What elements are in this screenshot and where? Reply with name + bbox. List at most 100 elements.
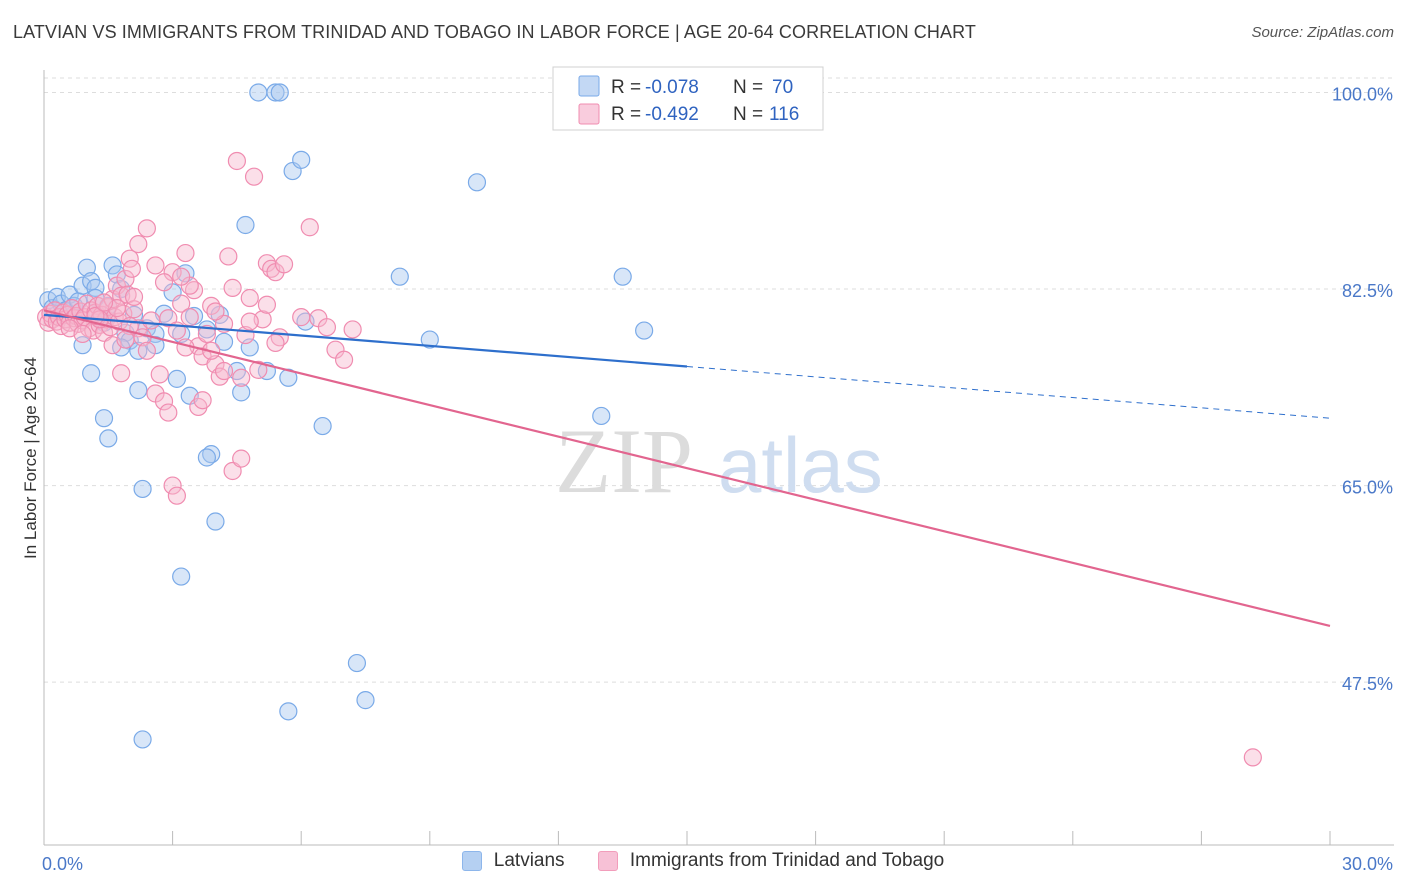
y-tick-label-1: 82.5% — [1342, 281, 1393, 301]
latvians-point-67 — [279, 702, 298, 721]
legend-n-label-latvians: N = — [733, 77, 763, 98]
trinidad-point-113 — [73, 324, 92, 344]
trinidad-point-99 — [146, 256, 165, 275]
trinidad-point-80 — [317, 318, 337, 337]
trinidad-point-104 — [240, 312, 259, 331]
latvians-point-56 — [313, 416, 332, 436]
legend-n-label-trinidad: N = — [733, 104, 763, 125]
trinidad-point-64 — [223, 278, 242, 297]
latvians-point-36 — [133, 479, 152, 499]
trinidad-point-102 — [223, 461, 242, 481]
trinidad-point-106 — [266, 333, 285, 353]
trinidad-point-69 — [244, 167, 264, 186]
axes — [43, 70, 1394, 846]
trinidad-point-40 — [122, 259, 141, 278]
legend-bottom-swatch-trinidad — [597, 851, 618, 871]
legend-r-label-trinidad: R = — [611, 104, 641, 125]
trinidad-point-65 — [227, 151, 246, 171]
latvians-point-51 — [270, 83, 289, 102]
trinidad-point-92 — [167, 486, 186, 505]
latvians-point-60 — [420, 330, 439, 349]
trinidad-point-82 — [334, 350, 354, 369]
legend-r-label-latvians: R = — [611, 77, 641, 98]
trend-lines — [43, 309, 1331, 628]
latvians-point-46 — [236, 215, 255, 235]
latvians-point-48 — [249, 83, 268, 102]
latvians-point-66 — [172, 567, 191, 586]
latvians-point-62 — [592, 406, 611, 426]
x-tick-label-right: 30.0% — [1342, 854, 1393, 874]
trinidad-point-105 — [257, 295, 277, 314]
series-legend: Latvians Immigrants from Trinidad and To… — [0, 850, 1406, 877]
chart-title: LATVIAN VS IMMIGRANTS FROM TRINIDAD AND … — [13, 22, 976, 42]
latvians-trend-line — [43, 313, 688, 368]
stats-legend: R = -0.078 N = 70 R = -0.492 N = 116 — [552, 66, 824, 131]
latvians-trend-extension — [686, 366, 1331, 419]
trinidad-point-115 — [94, 293, 114, 312]
latvians-point-59 — [390, 267, 409, 286]
x-axis-ticks — [43, 831, 1331, 845]
legend-swatch-trinidad — [578, 103, 600, 125]
latvians-point-15 — [103, 256, 122, 275]
latvians-point-43 — [214, 332, 234, 351]
legend-r-value-latvians: -0.078 — [645, 77, 699, 98]
trinidad-point-86 — [137, 219, 156, 238]
latvians-point-26 — [167, 369, 186, 388]
legend-bottom-swatch-latvians — [461, 851, 482, 871]
trinidad-point-48 — [154, 392, 174, 411]
x-tick-label-left: 0.0% — [42, 854, 83, 874]
latvians-point-64 — [635, 321, 654, 340]
trinidad-point-78 — [300, 218, 319, 237]
legend-n-value-latvians: 70 — [772, 77, 793, 98]
trinidad-point-111 — [1243, 748, 1262, 767]
trinidad-point-63 — [219, 247, 238, 266]
trinidad-point-68 — [240, 288, 259, 308]
watermark-atlas: atlas — [718, 421, 883, 509]
trinidad-point-90 — [159, 403, 178, 422]
latvians-point-11 — [86, 278, 105, 297]
trinidad-point-58 — [197, 324, 216, 344]
trinidad-point-91 — [163, 476, 182, 495]
y-axis-label: In Labor Force | Age 20-64 — [21, 357, 40, 559]
y-tick-labels: 100.0% 82.5% 65.0% 47.5% — [1332, 84, 1393, 694]
trinidad-point-109 — [116, 330, 135, 349]
latvians-point-41 — [206, 512, 225, 531]
latvians-point-63 — [613, 267, 632, 286]
latvians-point-35 — [129, 381, 148, 400]
trinidad-points — [37, 151, 1262, 767]
latvians-point-58 — [356, 691, 375, 710]
y-tick-label-0: 100.0% — [1332, 84, 1393, 104]
legend-item-trinidad: Immigrants from Trinidad and Tobago — [597, 850, 945, 872]
legend-item-latvians: Latvians — [461, 850, 565, 872]
latvians-point-33 — [99, 429, 118, 448]
trinidad-point-53 — [176, 243, 195, 263]
watermark-zip: ZIP — [555, 410, 693, 512]
latvians-point-57 — [347, 653, 367, 673]
latvians-point-68 — [197, 448, 216, 467]
legend-r-value-trinidad: -0.492 — [645, 104, 699, 125]
trinidad-point-98 — [172, 267, 191, 286]
trinidad-point-94 — [193, 391, 212, 410]
zipatlas-watermark: ZIP atlas — [555, 410, 883, 512]
trinidad-point-37 — [116, 269, 135, 289]
trinidad-point-84 — [112, 364, 131, 383]
trinidad-point-54 — [180, 308, 199, 327]
trinidad-point-76 — [274, 255, 294, 274]
trinidad-point-96 — [206, 302, 225, 321]
trinidad-point-66 — [232, 368, 251, 387]
legend-n-value-trinidad: 116 — [769, 104, 799, 125]
trinidad-trend-line — [43, 309, 1331, 628]
trinidad-point-100 — [154, 273, 174, 292]
latvians-point-45 — [232, 383, 251, 402]
legend-label-latvians: Latvians — [493, 850, 565, 871]
trinidad-point-47 — [150, 365, 169, 384]
trinidad-point-85 — [129, 234, 148, 254]
latvians-point-9 — [77, 258, 96, 277]
y-tick-label-2: 65.0% — [1342, 478, 1393, 498]
latvians-point-54 — [292, 150, 311, 169]
latvians-point-65 — [133, 730, 152, 749]
trinidad-point-44 — [137, 341, 156, 360]
legend-label-trinidad: Immigrants from Trinidad and Tobago — [629, 850, 945, 871]
y-tick-label-3: 47.5% — [1342, 674, 1393, 694]
trinidad-point-52 — [172, 294, 191, 313]
